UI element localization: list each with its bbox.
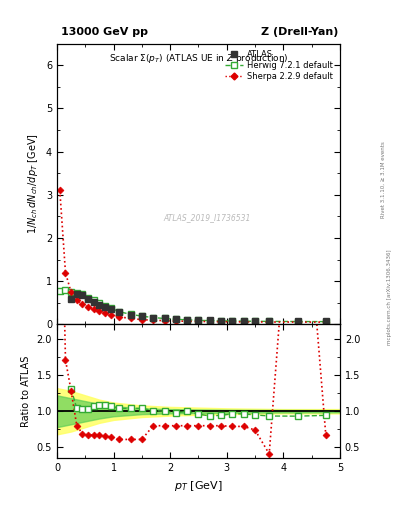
Text: Rivet 3.1.10, ≥ 3.1M events: Rivet 3.1.10, ≥ 3.1M events bbox=[381, 141, 386, 218]
Text: 13000 GeV pp: 13000 GeV pp bbox=[61, 27, 148, 37]
Y-axis label: $1/N_{ch}\,dN_{ch}/dp_T$ [GeV]: $1/N_{ch}\,dN_{ch}/dp_T$ [GeV] bbox=[26, 134, 40, 234]
Text: Z (Drell-Yan): Z (Drell-Yan) bbox=[261, 27, 338, 37]
Text: Scalar $\Sigma(p_T)$ (ATLAS UE in $Z$ production): Scalar $\Sigma(p_T)$ (ATLAS UE in $Z$ pr… bbox=[109, 52, 288, 65]
Legend: ATLAS, Herwig 7.2.1 default, Sherpa 2.2.9 default: ATLAS, Herwig 7.2.1 default, Sherpa 2.2.… bbox=[222, 48, 336, 84]
Text: ATLAS_2019_I1736531: ATLAS_2019_I1736531 bbox=[163, 213, 251, 222]
Text: mcplots.cern.ch [arXiv:1306.3436]: mcplots.cern.ch [arXiv:1306.3436] bbox=[387, 249, 391, 345]
X-axis label: $p_T$ [GeV]: $p_T$ [GeV] bbox=[174, 479, 223, 493]
Y-axis label: Ratio to ATLAS: Ratio to ATLAS bbox=[21, 356, 31, 427]
